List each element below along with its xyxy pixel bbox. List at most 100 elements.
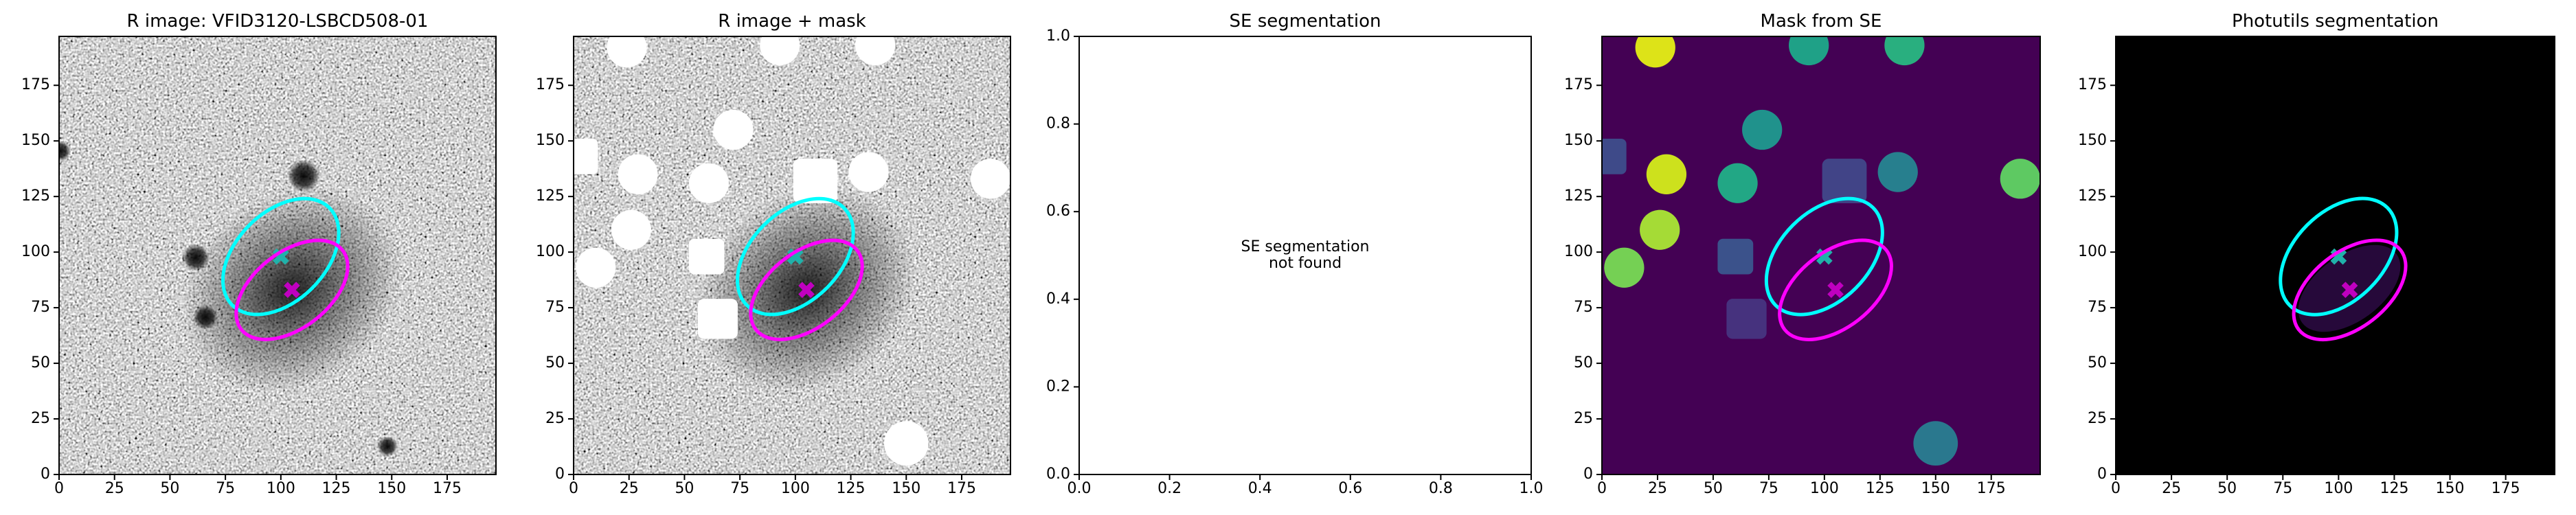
mask-region	[1717, 238, 1754, 275]
mask-region	[697, 299, 738, 339]
x-tick-label: 125	[837, 480, 866, 497]
x-tick-label: 150	[1921, 480, 1950, 497]
x-tick-label: 50	[675, 480, 694, 497]
y-tick-label: 75	[1574, 299, 1593, 316]
y-tick-label: 75	[2088, 299, 2107, 316]
aperture-ellipse	[749, 238, 864, 341]
mask-region	[1822, 159, 1867, 203]
annotation: not found	[1269, 255, 1342, 272]
x-tick-label: 150	[377, 480, 406, 497]
panel-title: R image + mask	[718, 11, 866, 32]
x-tick-label: 0.6	[1338, 480, 1362, 497]
aperture-ellipse	[1778, 238, 1893, 341]
x-tick-label: 25	[105, 480, 124, 497]
mask-region	[793, 159, 838, 203]
y-tick-label: 75	[545, 299, 565, 316]
y-tick-label: 0.0	[1046, 466, 1070, 483]
x-tick-label: 100	[781, 480, 810, 497]
y-tick-label: 150	[2078, 132, 2107, 149]
y-tick-label: 0.4	[1046, 290, 1070, 308]
x-tick-label: 75	[730, 480, 749, 497]
x-tick-label: 125	[2380, 480, 2408, 497]
x-tick-label: 125	[322, 480, 351, 497]
panel-title: SE segmentation	[1230, 11, 1381, 32]
x-tick-label: 0.8	[1429, 480, 1453, 497]
y-tick-label: 175	[2078, 76, 2107, 93]
mask-region	[970, 159, 1010, 199]
mask-region	[1884, 36, 1925, 66]
y-tick-label: 175	[536, 76, 565, 93]
x-tick-label: 0	[1597, 480, 1607, 497]
x-tick-label: 0.2	[1157, 480, 1182, 497]
plot-area	[221, 196, 350, 341]
aperture-ellipse	[736, 196, 855, 317]
x-tick-label: 0.4	[1248, 480, 1272, 497]
y-tick-label: 25	[1574, 410, 1593, 427]
mask-region	[688, 163, 729, 203]
y-tick-label: 100	[21, 243, 50, 260]
mask-region	[760, 36, 800, 66]
y-tick-label: 125	[21, 187, 50, 205]
x-tick-label: 125	[1866, 480, 1895, 497]
axes-frame	[58, 36, 497, 475]
x-tick-label: 0.0	[1067, 480, 1092, 497]
x-tick-label: 150	[2436, 480, 2465, 497]
x-tick-label: 25	[2162, 480, 2181, 497]
y-tick-label: 25	[2088, 410, 2107, 427]
x-tick-label: 100	[2324, 480, 2353, 497]
mask-region	[713, 109, 754, 150]
mask-region	[883, 421, 929, 466]
mask-region	[1635, 36, 1675, 68]
plot-area	[2279, 196, 2408, 342]
x-tick-label: 100	[267, 480, 295, 497]
y-tick-label: 150	[1564, 132, 1593, 149]
mask-region	[1913, 421, 1958, 466]
y-tick-label: 100	[536, 243, 565, 260]
x-tick-label: 50	[160, 480, 179, 497]
y-tick-label: 50	[2088, 354, 2107, 371]
x-tick-label: 75	[1759, 480, 1778, 497]
x-tick-label: 175	[1977, 480, 2006, 497]
y-tick-label: 0	[1583, 466, 1593, 483]
y-tick-label: 100	[1564, 243, 1593, 260]
y-tick-label: 0.6	[1046, 203, 1070, 220]
x-tick-label: 0	[54, 480, 64, 497]
axes-frame	[1601, 36, 2041, 475]
panel-title: R image: VFID3120-LSBCD508-01	[127, 11, 429, 32]
mask-region	[1604, 247, 1645, 288]
x-tick-label: 50	[1704, 480, 1723, 497]
aperture-ellipse	[1764, 196, 1884, 317]
mask-region	[1640, 209, 1680, 250]
x-tick-label: 25	[620, 480, 639, 497]
center-marker	[1827, 282, 1844, 299]
x-tick-label: 0	[569, 480, 578, 497]
mask-region	[576, 247, 616, 288]
y-tick-label: 175	[1564, 76, 1593, 93]
x-tick-label: 75	[2273, 480, 2292, 497]
mask-region	[848, 152, 889, 192]
annotation: SE segmentation	[1241, 238, 1370, 255]
x-tick-label: 50	[2217, 480, 2237, 497]
center-marker	[284, 282, 300, 299]
mask-region	[1717, 163, 1758, 203]
x-tick-label: 25	[1648, 480, 1667, 497]
center-marker	[798, 282, 815, 299]
y-tick-label: 50	[1574, 354, 1593, 371]
y-tick-label: 175	[21, 76, 50, 93]
x-tick-label: 0	[2111, 480, 2121, 497]
y-tick-label: 25	[545, 410, 565, 427]
y-tick-label: 100	[2078, 243, 2107, 260]
mask-region	[1789, 36, 1829, 66]
aperture-ellipse	[2279, 196, 2399, 317]
x-tick-label: 175	[433, 480, 462, 497]
mask-region	[574, 138, 598, 174]
y-tick-label: 0.8	[1046, 115, 1070, 133]
mask-region	[1877, 152, 1918, 192]
aperture-ellipse	[234, 238, 350, 341]
mask-region	[611, 209, 651, 250]
y-tick-label: 50	[545, 354, 565, 371]
x-tick-label: 75	[216, 480, 235, 497]
panel-title: Photutils segmentation	[2232, 11, 2439, 32]
y-tick-label: 150	[21, 132, 50, 149]
mask-region	[855, 36, 896, 66]
